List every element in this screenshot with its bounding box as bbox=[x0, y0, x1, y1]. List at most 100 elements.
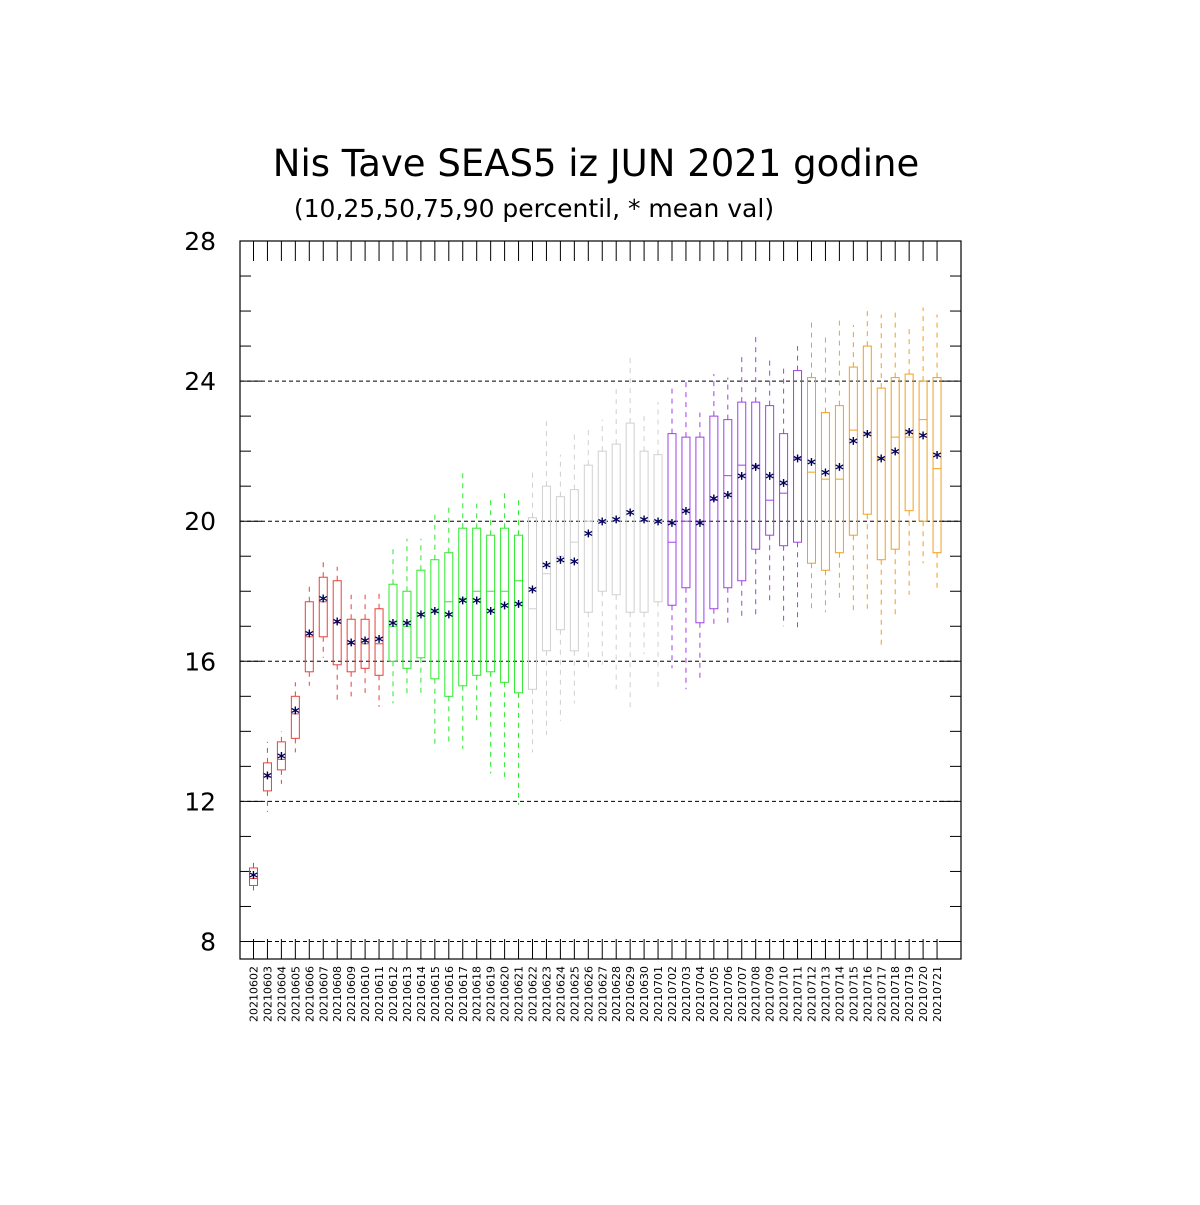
x-tick-label: 20210714 bbox=[833, 966, 846, 1022]
x-tick-label: 20210617 bbox=[457, 966, 470, 1022]
mean-marker: * bbox=[389, 617, 398, 637]
mean-marker: * bbox=[668, 517, 677, 537]
y-tick-label: 20 bbox=[184, 507, 216, 536]
box-iqr bbox=[290, 695, 300, 739]
mean-marker: * bbox=[709, 492, 718, 512]
mean-marker: * bbox=[514, 597, 523, 617]
box-iqr bbox=[514, 534, 524, 694]
x-tick-label: 20210712 bbox=[806, 966, 819, 1022]
mean-marker: * bbox=[933, 448, 942, 468]
x-tick-label: 20210707 bbox=[736, 966, 749, 1022]
box-iqr bbox=[653, 454, 663, 603]
mean-marker: * bbox=[500, 599, 509, 619]
x-tick-label: 20210606 bbox=[303, 966, 316, 1022]
mean-marker: * bbox=[737, 469, 746, 489]
box-iqr bbox=[416, 569, 426, 659]
mean-marker: * bbox=[305, 627, 314, 647]
mean-marker: * bbox=[835, 461, 844, 481]
box-iqr bbox=[528, 517, 537, 690]
x-tick-label: 20210630 bbox=[638, 966, 651, 1022]
box-iqr bbox=[555, 496, 565, 631]
box-iqr bbox=[458, 527, 468, 687]
box-iqr bbox=[402, 590, 412, 669]
mean-marker: * bbox=[598, 515, 607, 535]
x-tick-label: 20210619 bbox=[485, 966, 498, 1022]
x-tick-label: 20210717 bbox=[875, 966, 888, 1022]
x-tick-label: 20210620 bbox=[499, 966, 512, 1022]
mean-marker: * bbox=[570, 555, 579, 575]
box-iqr bbox=[751, 401, 761, 550]
mean-marker: * bbox=[765, 469, 774, 489]
x-tick-label: 20210719 bbox=[903, 966, 916, 1022]
mean-marker: * bbox=[458, 594, 467, 614]
x-axis: 20210602 20210603 20210604 20210605 20210606… bbox=[248, 241, 944, 1022]
mean-marker: * bbox=[807, 455, 816, 475]
mean-marker: * bbox=[695, 517, 704, 537]
mean-marker: * bbox=[528, 583, 537, 603]
box-iqr bbox=[737, 401, 747, 582]
mean-marker: * bbox=[472, 594, 481, 614]
box-iqr bbox=[583, 464, 593, 613]
x-tick-label: 20210711 bbox=[792, 966, 805, 1022]
x-tick-label: 20210610 bbox=[359, 966, 372, 1022]
x-tick-label: 20210628 bbox=[610, 966, 623, 1022]
box-iqr bbox=[681, 436, 691, 589]
box-iqr bbox=[765, 405, 775, 536]
x-tick-label: 20210709 bbox=[764, 966, 777, 1022]
x-tick-label: 20210603 bbox=[261, 966, 274, 1022]
mean-marker: * bbox=[556, 553, 565, 573]
box-iqr bbox=[779, 433, 789, 547]
x-tick-label: 20210624 bbox=[554, 966, 567, 1022]
x-tick-label: 20210716 bbox=[861, 966, 874, 1022]
box-iqr bbox=[374, 608, 384, 676]
x-tick-label: 20210605 bbox=[289, 966, 302, 1022]
x-tick-label: 20210706 bbox=[722, 966, 735, 1022]
x-tick-label: 20210615 bbox=[429, 966, 442, 1022]
x-tick-label: 20210625 bbox=[568, 966, 581, 1022]
x-tick-label: 20210721 bbox=[931, 966, 944, 1022]
box-iqr bbox=[249, 867, 258, 886]
box-iqr bbox=[820, 412, 830, 571]
x-tick-label: 20210607 bbox=[317, 966, 330, 1022]
mean-marker: * bbox=[723, 489, 732, 509]
mean-marker: * bbox=[333, 615, 342, 635]
y-tick-label: 28 bbox=[184, 227, 216, 256]
mean-marker: * bbox=[654, 515, 663, 535]
mean-markers: ******** * ** * * * ** ** * *** * *** * * * * **** ** * * **… bbox=[249, 426, 942, 889]
mean-marker: * bbox=[793, 452, 802, 472]
mean-marker: * bbox=[891, 445, 900, 465]
mean-marker: * bbox=[640, 513, 649, 533]
x-tick-label: 20210715 bbox=[847, 966, 860, 1022]
box-iqr bbox=[932, 377, 942, 554]
box-iqr bbox=[904, 373, 914, 512]
x-tick-label: 20210604 bbox=[275, 966, 288, 1022]
box-iqr bbox=[723, 419, 733, 589]
x-tick-label: 20210613 bbox=[401, 966, 414, 1022]
box-iqr bbox=[318, 576, 328, 638]
box-iqr bbox=[430, 559, 440, 680]
box-iqr bbox=[486, 534, 496, 673]
mean-marker: * bbox=[779, 476, 788, 496]
box-iqr bbox=[862, 345, 872, 515]
x-tick-label: 20210705 bbox=[708, 966, 721, 1022]
box-iqr bbox=[444, 552, 454, 697]
x-tick-label: 20210629 bbox=[624, 966, 637, 1022]
mean-marker: * bbox=[375, 632, 384, 652]
chart-subtitle: (10,25,50,75,90 percentil, * mean val) bbox=[294, 194, 774, 223]
x-tick-label: 20210618 bbox=[471, 966, 484, 1022]
x-tick-label: 20210621 bbox=[513, 966, 526, 1022]
mean-marker: * bbox=[361, 634, 370, 654]
x-tick-label: 20210608 bbox=[331, 966, 344, 1022]
box-iqr bbox=[276, 741, 286, 771]
mean-marker: * bbox=[584, 527, 593, 547]
mean-marker: * bbox=[486, 604, 495, 624]
mean-marker: * bbox=[444, 608, 453, 628]
y-axis: 8 12 16 20 24 28 bbox=[184, 227, 961, 956]
mean-marker: * bbox=[277, 750, 286, 770]
box-iqr bbox=[346, 618, 356, 673]
box-iqr bbox=[876, 387, 886, 561]
box-iqr bbox=[639, 450, 649, 613]
x-tick-label: 20210616 bbox=[443, 966, 456, 1022]
box-iqr bbox=[472, 527, 482, 676]
mean-marker: * bbox=[849, 434, 858, 454]
